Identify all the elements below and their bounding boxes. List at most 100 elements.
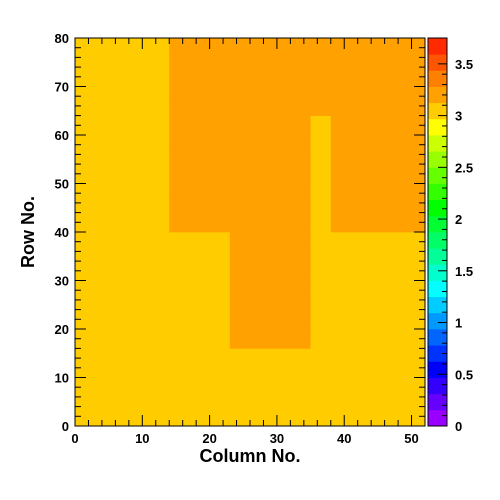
heatmap-cell (384, 251, 392, 262)
heatmap-cell (182, 367, 190, 378)
heatmap-cell (283, 115, 291, 126)
heatmap-cell (88, 193, 96, 204)
heatmap-cell (418, 173, 426, 184)
heatmap-cell (236, 125, 244, 136)
heatmap-cell (256, 241, 264, 252)
heatmap-cell (216, 154, 224, 165)
heatmap-cell (377, 76, 385, 87)
heatmap-cell (162, 212, 170, 223)
heatmap-cell (384, 173, 392, 184)
heatmap-cell (398, 348, 406, 359)
heatmap-cell (411, 193, 419, 204)
heatmap-cell (371, 144, 379, 155)
heatmap-cell (276, 367, 284, 378)
heatmap-cell (196, 377, 204, 388)
heatmap-cell (202, 202, 210, 213)
color-scale-swatch (428, 215, 447, 233)
heatmap-cell (384, 396, 392, 407)
heatmap-cell (81, 309, 89, 320)
heatmap-cell (310, 299, 318, 310)
heatmap-cell (283, 232, 291, 243)
heatmap-cell (236, 338, 244, 349)
heatmap-cell (223, 358, 231, 369)
heatmap-cell (398, 329, 406, 340)
heatmap-cell (236, 135, 244, 146)
heatmap-cell (276, 319, 284, 330)
heatmap-cell (162, 125, 170, 136)
heatmap-cell (310, 251, 318, 262)
heatmap-cell (88, 416, 96, 427)
heatmap-cell (250, 232, 258, 243)
heatmap-cell (243, 241, 251, 252)
heatmap-cell (189, 232, 197, 243)
heatmap-cell (162, 396, 170, 407)
heatmap-cell (182, 251, 190, 262)
heatmap-cell (229, 251, 237, 262)
heatmap-cell (182, 270, 190, 281)
heatmap-cell (162, 270, 170, 281)
heatmap-cell (350, 67, 359, 78)
heatmap-cell (310, 348, 318, 359)
heatmap-cell (250, 86, 258, 97)
heatmap-cell (75, 406, 83, 417)
heatmap-cell (250, 270, 258, 281)
heatmap-cell (229, 396, 237, 407)
heatmap-cell (209, 251, 217, 262)
heatmap-cell (377, 183, 385, 194)
heatmap-cell (142, 396, 150, 407)
heatmap-cell (276, 338, 284, 349)
heatmap-cell (128, 319, 136, 330)
heatmap-cell (115, 319, 123, 330)
heatmap-cell (101, 299, 109, 310)
heatmap-cell (115, 396, 123, 407)
heatmap-cell (216, 309, 224, 320)
heatmap-cell (418, 329, 426, 340)
heatmap-cell (398, 280, 406, 291)
heatmap-cell (149, 125, 157, 136)
heatmap-cell (229, 241, 237, 252)
heatmap-cell (229, 125, 237, 136)
heatmap-cell (223, 125, 231, 136)
heatmap-cell (155, 280, 163, 291)
heatmap-cell (418, 105, 426, 116)
heatmap-cell (189, 38, 197, 49)
heatmap-cell (169, 377, 177, 388)
heatmap-cell (371, 416, 379, 427)
color-scale-swatch (428, 183, 447, 201)
heatmap-cell (330, 280, 338, 291)
heatmap-cell (88, 105, 96, 116)
heatmap-cell (337, 144, 345, 155)
heatmap-cell (75, 222, 83, 233)
heatmap-cell (283, 202, 291, 213)
heatmap-cell (135, 212, 143, 223)
heatmap-cell (169, 222, 177, 233)
heatmap-cell (75, 396, 83, 407)
color-scale-swatch (428, 296, 447, 314)
heatmap-cell (122, 299, 130, 310)
heatmap-cell (404, 212, 412, 223)
heatmap-cell (75, 115, 83, 126)
heatmap-cell (283, 299, 291, 310)
heatmap-cell (357, 135, 365, 146)
heatmap-cell (377, 202, 385, 213)
heatmap-cell (344, 299, 352, 310)
heatmap-cell (283, 222, 291, 233)
heatmap-cell (324, 144, 332, 155)
heatmap-cell (175, 338, 184, 349)
heatmap-cell (169, 164, 177, 175)
heatmap-cell (115, 86, 123, 97)
heatmap-cell (223, 67, 231, 78)
heatmap-cell (243, 105, 251, 116)
heatmap-cell (243, 47, 251, 58)
heatmap-cell (330, 193, 338, 204)
heatmap-cell (276, 396, 284, 407)
heatmap-cell (115, 406, 123, 417)
heatmap-cell (236, 416, 244, 427)
heatmap-cell (216, 338, 224, 349)
heatmap-cell (391, 232, 399, 243)
heatmap-cell (263, 367, 271, 378)
heatmap-cell (317, 348, 325, 359)
heatmap-cell (371, 105, 379, 116)
heatmap-cell (391, 67, 399, 78)
heatmap-cell (202, 251, 210, 262)
